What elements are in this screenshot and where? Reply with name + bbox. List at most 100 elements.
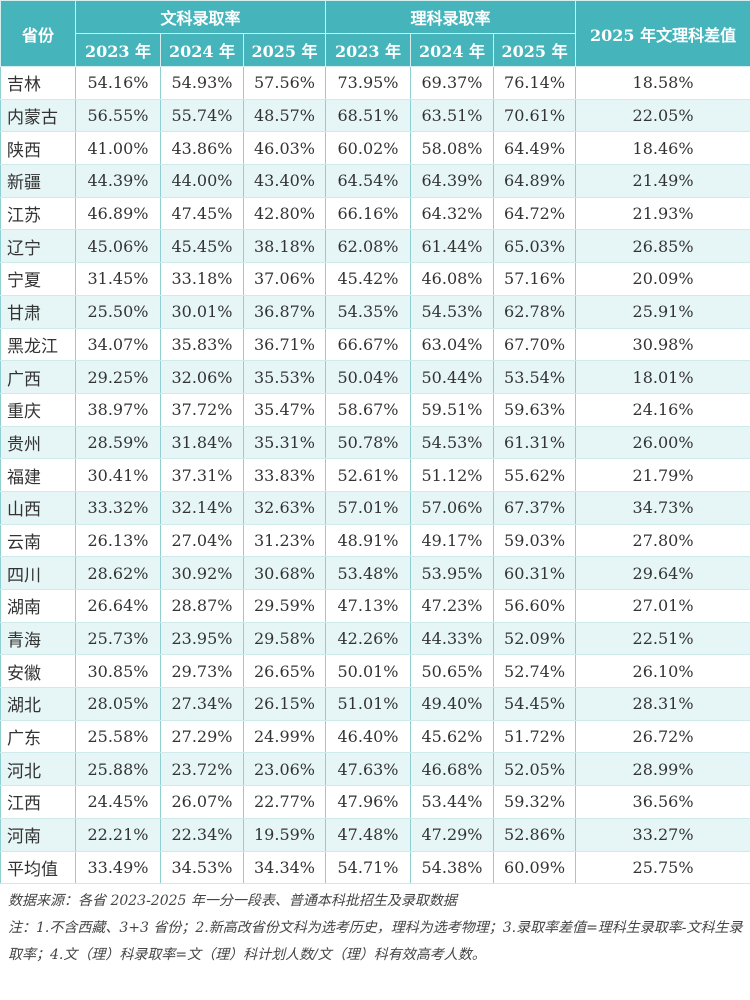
- rate-cell: 23.95%: [160, 622, 244, 656]
- rate-cell: 31.84%: [160, 426, 244, 460]
- rate-cell: 46.08%: [410, 262, 495, 296]
- table-row: 江西 24.45% 26.07% 22.77% 47.96% 53.44% 59.32% 36…: [0, 785, 750, 819]
- rate-cell: 35.31%: [242, 426, 327, 460]
- rate-cell: 58.67%: [325, 393, 412, 427]
- rate-cell: 54.53%: [410, 426, 495, 460]
- header-year: 2023 年: [325, 33, 412, 67]
- rate-cell: 47.13%: [325, 589, 412, 623]
- rate-cell: 37.31%: [160, 458, 244, 492]
- table-row: 湖北 28.05% 27.34% 26.15% 51.01% 49.40% 54.45% 28…: [0, 687, 750, 721]
- rate-cell: 54.38%: [410, 851, 495, 885]
- rate-cell: 67.70%: [493, 328, 577, 362]
- rate-cell: 22.77%: [242, 785, 327, 819]
- rate-cell: 21.49%: [575, 164, 750, 198]
- rate-cell: 46.89%: [75, 197, 161, 231]
- rate-cell: 37.72%: [160, 393, 244, 427]
- table-row: 广东 25.58% 27.29% 24.99% 46.40% 45.62% 51.72% 26…: [0, 720, 750, 754]
- rate-cell: 49.17%: [410, 524, 495, 558]
- rate-cell: 26.72%: [575, 720, 750, 754]
- rate-cell: 47.96%: [325, 785, 412, 819]
- rate-cell: 29.58%: [242, 622, 327, 656]
- rate-cell: 73.95%: [325, 66, 412, 100]
- province-cell: 新疆: [0, 164, 76, 198]
- rate-cell: 25.58%: [75, 720, 161, 754]
- rate-cell: 64.49%: [493, 131, 577, 166]
- rate-cell: 64.89%: [493, 164, 577, 198]
- province-cell: 青海: [0, 622, 76, 656]
- footnote: 注：1.不含西藏、3+3 省份；2.新高改省份文科为选考历史，理科为选考物理；3…: [8, 920, 743, 964]
- rate-cell: 65.03%: [493, 229, 577, 264]
- rate-cell: 67.37%: [493, 491, 577, 525]
- rate-cell: 54.35%: [325, 295, 412, 329]
- rate-cell: 26.07%: [160, 785, 244, 819]
- table-row: 贵州 28.59% 31.84% 35.31% 50.78% 54.53% 61.31% 26…: [0, 426, 750, 460]
- rate-cell: 68.51%: [325, 99, 412, 133]
- province-cell: 吉林: [0, 66, 76, 100]
- rate-cell: 33.32%: [75, 491, 161, 525]
- rate-cell: 51.72%: [493, 720, 577, 754]
- rate-cell: 38.18%: [242, 229, 327, 264]
- rate-cell: 28.99%: [575, 752, 750, 787]
- province-cell: 陕西: [0, 131, 76, 166]
- rate-cell: 37.06%: [242, 262, 327, 296]
- rate-cell: 24.16%: [575, 393, 750, 427]
- rate-cell: 51.12%: [410, 458, 495, 492]
- rate-cell: 23.72%: [160, 752, 244, 787]
- table-row: 陕西 41.00% 43.86% 46.03% 60.02% 58.08% 64.49% 18…: [0, 131, 750, 166]
- rate-cell: 52.74%: [493, 654, 577, 689]
- rate-cell: 27.29%: [160, 720, 244, 754]
- rate-cell: 46.40%: [325, 720, 412, 754]
- rate-cell: 52.86%: [493, 818, 577, 852]
- table-row: 甘肃 25.50% 30.01% 36.87% 54.35% 54.53% 62.78% 25…: [0, 295, 750, 329]
- rate-cell: 32.63%: [242, 491, 327, 525]
- table-row: 安徽 30.85% 29.73% 26.65% 50.01% 50.65% 52.74% 26…: [0, 654, 750, 689]
- header-year: 2023 年: [75, 33, 161, 67]
- rate-cell: 60.02%: [325, 131, 412, 166]
- rate-cell: 26.00%: [575, 426, 750, 460]
- rate-cell: 35.53%: [242, 360, 327, 394]
- rate-cell: 66.67%: [325, 328, 412, 362]
- rate-cell: 32.06%: [160, 360, 244, 394]
- rate-cell: 18.46%: [575, 131, 750, 166]
- rate-cell: 30.01%: [160, 295, 244, 329]
- rate-cell: 58.08%: [410, 131, 495, 166]
- rate-cell: 25.88%: [75, 752, 161, 787]
- rate-cell: 70.61%: [493, 99, 577, 133]
- rate-cell: 29.59%: [242, 589, 327, 623]
- rate-cell: 28.87%: [160, 589, 244, 623]
- province-cell: 安徽: [0, 654, 76, 689]
- province-cell: 云南: [0, 524, 76, 558]
- rate-cell: 69.37%: [410, 66, 495, 100]
- rate-cell: 26.85%: [575, 229, 750, 264]
- table-row: 重庆 38.97% 37.72% 35.47% 58.67% 59.51% 59.63% 24…: [0, 393, 750, 427]
- province-cell: 湖南: [0, 589, 76, 623]
- rate-cell: 51.01%: [325, 687, 412, 721]
- header-year: 2024 年: [160, 33, 244, 67]
- rate-cell: 38.97%: [75, 393, 161, 427]
- rate-cell: 53.95%: [410, 556, 495, 590]
- province-cell: 平均值: [0, 851, 76, 885]
- table-row: 宁夏 31.45% 33.18% 37.06% 45.42% 46.08% 57.16% 20…: [0, 262, 750, 296]
- rate-cell: 21.79%: [575, 458, 750, 492]
- rate-cell: 62.78%: [493, 295, 577, 329]
- rate-cell: 46.03%: [242, 131, 327, 166]
- rate-cell: 57.56%: [242, 66, 327, 100]
- rate-cell: 62.08%: [325, 229, 412, 264]
- rate-cell: 47.23%: [410, 589, 495, 623]
- rate-cell: 31.23%: [242, 524, 327, 558]
- rate-cell: 36.71%: [242, 328, 327, 362]
- rate-cell: 64.39%: [410, 164, 495, 198]
- rate-cell: 27.04%: [160, 524, 244, 558]
- rate-cell: 57.06%: [410, 491, 495, 525]
- rate-cell: 47.63%: [325, 752, 412, 787]
- rate-cell: 45.45%: [160, 229, 244, 264]
- rate-cell: 46.68%: [410, 752, 495, 787]
- rate-cell: 63.51%: [410, 99, 495, 133]
- rate-cell: 34.73%: [575, 491, 750, 525]
- rate-cell: 54.45%: [493, 687, 577, 721]
- rate-cell: 26.15%: [242, 687, 327, 721]
- rate-cell: 27.01%: [575, 589, 750, 623]
- province-cell: 甘肃: [0, 295, 76, 329]
- table-row: 福建 30.41% 37.31% 33.83% 52.61% 51.12% 55.62% 21…: [0, 458, 750, 492]
- rate-cell: 24.45%: [75, 785, 161, 819]
